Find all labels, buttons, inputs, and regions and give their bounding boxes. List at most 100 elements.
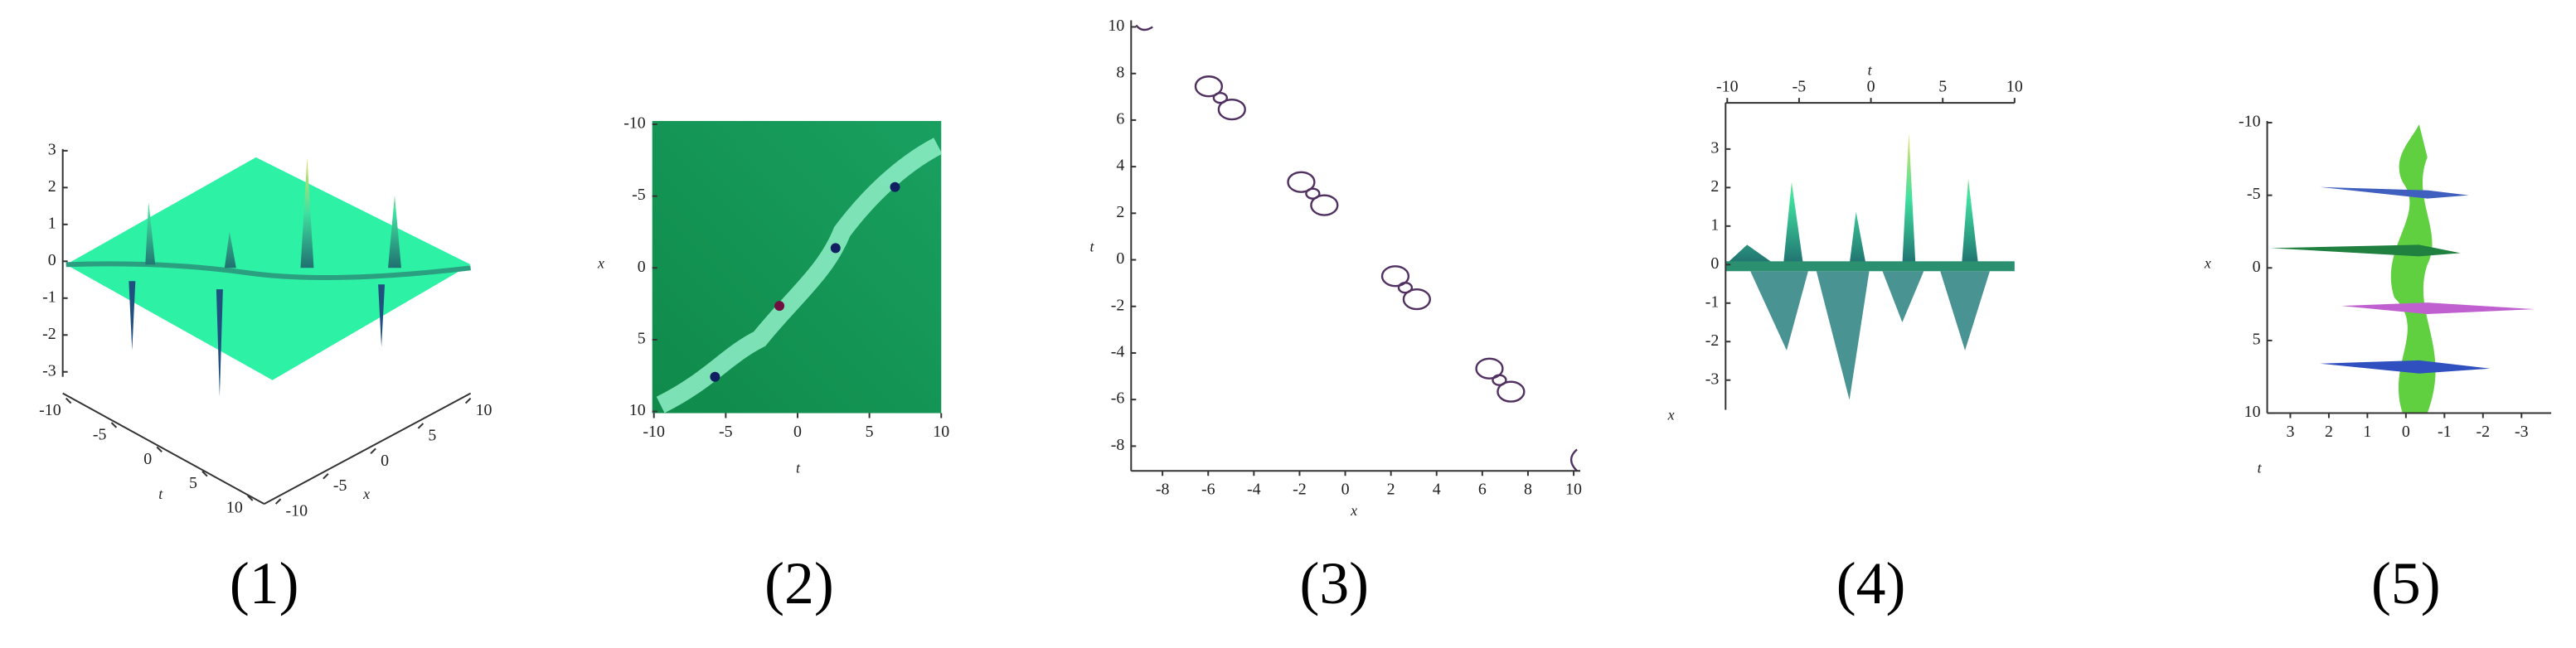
tick-label: -5: [2247, 185, 2261, 203]
panel-2-density: [652, 121, 943, 413]
tick-mark: [201, 471, 208, 477]
tick-label: -3: [42, 361, 56, 380]
tick-label: 4: [1116, 157, 1124, 175]
tick-mark: [274, 498, 282, 505]
caption: (5): [2371, 550, 2441, 617]
axis-label: x: [1667, 407, 1675, 423]
tick-label: 1: [2363, 423, 2371, 441]
tick-label: 10: [1565, 481, 1582, 499]
tick-label: 5: [866, 423, 874, 441]
tick-label: -5: [93, 425, 107, 443]
tick-label: 3: [48, 140, 56, 158]
tick-label: -10: [1716, 78, 1739, 96]
tick-mark: [417, 423, 424, 429]
tick-label: -1: [1705, 293, 1720, 311]
tick-label: 0: [48, 251, 56, 269]
tick-label: 3: [1710, 138, 1719, 157]
tick-label: -2: [1111, 296, 1125, 314]
axis-label: x: [2204, 254, 2211, 271]
tick-label: -6: [1111, 389, 1125, 408]
caption: (3): [1299, 550, 1369, 617]
tick-label: 2: [1710, 177, 1719, 196]
axis-label: t: [1090, 238, 1095, 254]
axis: [264, 392, 472, 505]
tick-label: -2: [1293, 481, 1307, 499]
panel-1-surface: [65, 157, 471, 397]
tick-label: -5: [1793, 78, 1807, 96]
tick-label: 2: [1116, 203, 1124, 221]
tick-label: 10: [226, 499, 243, 517]
tick-label: 8: [1524, 481, 1532, 499]
tick-label: 6: [1116, 109, 1124, 128]
tick-label: -10: [623, 114, 646, 133]
tick-label: 5: [428, 426, 436, 444]
tick-label: 2: [48, 177, 56, 196]
tick-label: 0: [1341, 481, 1350, 499]
tick-label: -10: [2239, 113, 2261, 131]
tick-label: -10: [39, 401, 61, 419]
axis-label: x: [597, 254, 604, 271]
tick-label: 10: [933, 423, 949, 441]
tick-label: -8: [1156, 481, 1170, 499]
tick-label: 5: [2253, 330, 2261, 348]
tick-label: -10: [643, 423, 665, 441]
tick-label: 5: [1938, 78, 1947, 96]
tick-label: 5: [638, 329, 646, 347]
tick-label: -8: [1111, 436, 1125, 454]
panel-4-surface: [1725, 132, 2015, 400]
tick-label: 4: [1433, 481, 1441, 499]
tick-label: 10: [1108, 17, 1124, 35]
tick-label: -3: [2515, 423, 2529, 441]
tick-mark: [464, 397, 472, 404]
tick-label: 0: [638, 258, 646, 276]
tick-mark: [370, 447, 376, 455]
tick-label: -1: [2438, 423, 2452, 441]
panel-5-surface: [2270, 124, 2535, 413]
tick-label: -1: [42, 288, 56, 306]
tick-label: 0: [1867, 78, 1875, 96]
tick-label: 0: [381, 452, 389, 470]
axis-label: x: [1350, 502, 1357, 519]
tick-label: 0: [1116, 249, 1124, 268]
tick-mark: [110, 422, 118, 428]
axis-label: t: [796, 459, 801, 476]
tick-label: 0: [793, 423, 802, 441]
tick-label: 0: [2253, 258, 2261, 276]
tick-label: 10: [2006, 78, 2023, 96]
tick-label: 2: [2325, 423, 2333, 441]
tick-label: 0: [143, 450, 152, 468]
caption: (2): [764, 550, 834, 617]
tick-label: -10: [286, 502, 308, 520]
tick-label: 1: [48, 214, 56, 232]
panel-3-contours: [1135, 24, 1578, 472]
tick-mark: [323, 473, 329, 480]
tick-label: 3: [2286, 423, 2294, 441]
tick-label: 1: [1710, 215, 1719, 234]
tick-mark: [247, 495, 254, 501]
tick-label: -4: [1247, 481, 1261, 499]
tick-label: -6: [1201, 481, 1215, 499]
tick-label: -5: [632, 186, 646, 204]
caption: (1): [230, 550, 299, 617]
tick-label: -5: [719, 423, 733, 441]
tick-label: 0: [2402, 423, 2410, 441]
tick-label: -5: [333, 476, 347, 495]
axis-label: t: [2258, 459, 2263, 476]
tick-label: -3: [1705, 370, 1720, 388]
tick-mark: [65, 397, 72, 404]
tick-label: -4: [1111, 343, 1125, 361]
tick-label: 10: [2244, 403, 2261, 421]
axis-label: t: [158, 486, 163, 502]
tick-label: 10: [476, 401, 492, 419]
tick-label: 0: [1710, 254, 1719, 273]
tick-label: 8: [1116, 63, 1124, 81]
caption: (4): [1836, 550, 1906, 617]
tick-label: -2: [2477, 423, 2491, 441]
tick-label: 5: [189, 474, 197, 492]
tick-label: 2: [1387, 481, 1395, 499]
tick-label: -2: [42, 325, 56, 343]
axis-label: x: [362, 486, 370, 502]
axis: [62, 392, 265, 505]
tick-label: 6: [1478, 481, 1487, 499]
